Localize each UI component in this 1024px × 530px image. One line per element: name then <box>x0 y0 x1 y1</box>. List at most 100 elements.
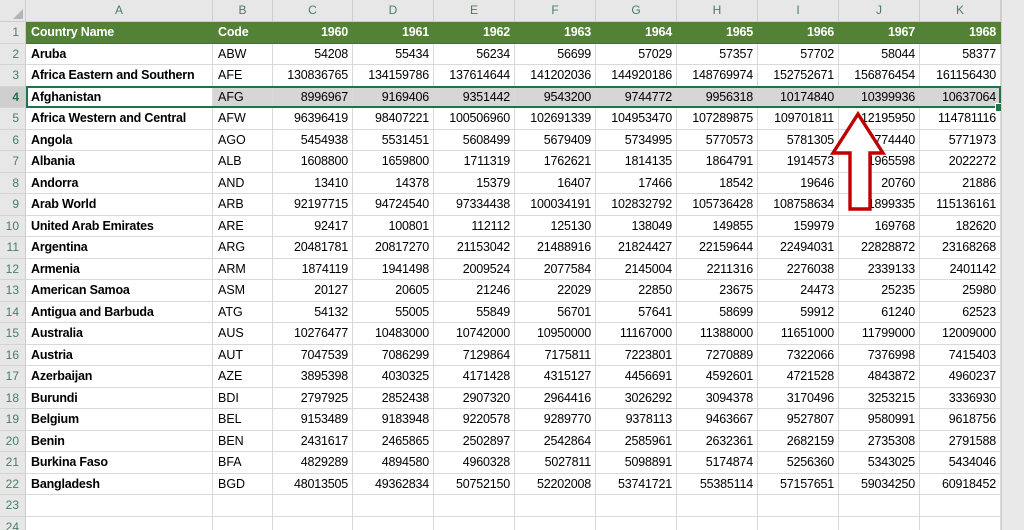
cell-value[interactable]: 1941498 <box>353 258 434 280</box>
cell-value[interactable]: 1762621 <box>515 151 596 173</box>
header-cell-year[interactable]: 1965 <box>677 22 758 44</box>
cell-value[interactable]: 11651000 <box>758 323 839 345</box>
cell-country-name[interactable]: American Samoa <box>26 280 213 302</box>
cell-value[interactable]: 20605 <box>353 280 434 302</box>
header-cell-year[interactable]: 1968 <box>920 22 1001 44</box>
cell-value[interactable]: 21824427 <box>596 237 677 259</box>
cell-value[interactable]: 2145004 <box>596 258 677 280</box>
header-cell-year[interactable]: 1964 <box>596 22 677 44</box>
cell-value[interactable]: 57641 <box>596 301 677 323</box>
header-cell-code[interactable]: Code <box>213 22 273 44</box>
cell-value[interactable]: 56699 <box>515 43 596 65</box>
cell-country-name[interactable]: Burkina Faso <box>26 452 213 474</box>
row-header-11[interactable]: 11 <box>0 237 26 259</box>
cell-value[interactable]: 100801 <box>353 215 434 237</box>
cell-value[interactable]: 9618756 <box>920 409 1001 431</box>
cell-value[interactable]: 7270889 <box>677 344 758 366</box>
cell-country-name[interactable]: Arab World <box>26 194 213 216</box>
cell-value[interactable]: 97334438 <box>434 194 515 216</box>
cell-empty[interactable] <box>839 495 920 517</box>
cell-value[interactable]: 58377 <box>920 43 1001 65</box>
cell-value[interactable]: 21153042 <box>434 237 515 259</box>
cell-value[interactable]: 11388000 <box>677 323 758 345</box>
cell-country-code[interactable]: AZE <box>213 366 273 388</box>
cell-value[interactable]: 115136161 <box>920 194 1001 216</box>
cell-value[interactable]: 60918452 <box>920 473 1001 495</box>
cell-value[interactable]: 109701811 <box>758 108 839 130</box>
cell-value[interactable]: 22850 <box>596 280 677 302</box>
cell-value[interactable]: 130836765 <box>273 65 353 87</box>
cell-empty[interactable] <box>515 495 596 517</box>
cell-value[interactable]: 57029 <box>596 43 677 65</box>
cell-value[interactable]: 5098891 <box>596 452 677 474</box>
cell-value[interactable]: 7322066 <box>758 344 839 366</box>
cell-value[interactable]: 21488916 <box>515 237 596 259</box>
cell-value[interactable]: 16407 <box>515 172 596 194</box>
column-header-I[interactable]: I <box>758 0 839 22</box>
cell-value[interactable]: 104953470 <box>596 108 677 130</box>
cell-value[interactable]: 2852438 <box>353 387 434 409</box>
cell-value[interactable]: 3895398 <box>273 366 353 388</box>
cell-value[interactable]: 12009000 <box>920 323 1001 345</box>
cell-value[interactable]: 114781116 <box>920 108 1001 130</box>
row-header-22[interactable]: 22 <box>0 473 26 495</box>
cell-country-code[interactable]: ARE <box>213 215 273 237</box>
cell-country-name[interactable]: Belgium <box>26 409 213 431</box>
cell-country-name[interactable]: Aruba <box>26 43 213 65</box>
cell-value[interactable]: 11799000 <box>839 323 920 345</box>
cell-country-name[interactable]: Africa Western and Central <box>26 108 213 130</box>
cell-value[interactable]: 9289770 <box>515 409 596 431</box>
cell-value[interactable]: 25235 <box>839 280 920 302</box>
cell-value[interactable]: 1608800 <box>273 151 353 173</box>
cell-country-code[interactable]: ABW <box>213 43 273 65</box>
cell-country-code[interactable]: AUT <box>213 344 273 366</box>
cell-value[interactable]: 22029 <box>515 280 596 302</box>
cell-value[interactable]: 102832792 <box>596 194 677 216</box>
row-header-23[interactable]: 23 <box>0 495 26 517</box>
header-cell-country-name[interactable]: Country Name <box>26 22 213 44</box>
row-header-8[interactable]: 8 <box>0 172 26 194</box>
column-header-H[interactable]: H <box>677 0 758 22</box>
cell-empty[interactable] <box>596 495 677 517</box>
cell-value[interactable]: 2502897 <box>434 430 515 452</box>
cell-value[interactable]: 2077584 <box>515 258 596 280</box>
cell-value[interactable]: 1965598 <box>839 151 920 173</box>
cell-empty[interactable] <box>677 495 758 517</box>
cell-value[interactable]: 15379 <box>434 172 515 194</box>
cell-country-name[interactable]: Antigua and Barbuda <box>26 301 213 323</box>
cell-value[interactable]: 9956318 <box>677 86 758 108</box>
cell-value[interactable]: 61240 <box>839 301 920 323</box>
row-header-5[interactable]: 5 <box>0 108 26 130</box>
column-header-C[interactable]: C <box>273 0 353 22</box>
column-header-F[interactable]: F <box>515 0 596 22</box>
column-header-K[interactable]: K <box>920 0 1001 22</box>
cell-country-code[interactable]: AND <box>213 172 273 194</box>
select-all-corner[interactable] <box>0 0 26 22</box>
cell-value[interactable]: 57157651 <box>758 473 839 495</box>
cell-value[interactable]: 3170496 <box>758 387 839 409</box>
cell-empty[interactable] <box>26 516 213 530</box>
cell-value[interactable]: 182620 <box>920 215 1001 237</box>
cell-country-code[interactable]: AFE <box>213 65 273 87</box>
row-header-10[interactable]: 10 <box>0 215 26 237</box>
row-header-1[interactable]: 1 <box>0 22 26 44</box>
header-cell-year[interactable]: 1960 <box>273 22 353 44</box>
cell-value[interactable]: 10483000 <box>353 323 434 345</box>
cell-value[interactable]: 108758634 <box>758 194 839 216</box>
cell-value[interactable]: 2276038 <box>758 258 839 280</box>
column-header-B[interactable]: B <box>213 0 273 22</box>
cell-value[interactable]: 57702 <box>758 43 839 65</box>
cell-value[interactable]: 2964416 <box>515 387 596 409</box>
cell-value[interactable]: 9169406 <box>353 86 434 108</box>
cell-value[interactable]: 2339133 <box>839 258 920 280</box>
row-header-18[interactable]: 18 <box>0 387 26 409</box>
cell-value[interactable]: 4894580 <box>353 452 434 474</box>
cell-value[interactable]: 156876454 <box>839 65 920 87</box>
cell-country-code[interactable]: BGD <box>213 473 273 495</box>
cell-value[interactable]: 58044 <box>839 43 920 65</box>
cell-country-code[interactable]: BEN <box>213 430 273 452</box>
cell-value[interactable]: 4843872 <box>839 366 920 388</box>
cell-value[interactable]: 2465865 <box>353 430 434 452</box>
row-header-12[interactable]: 12 <box>0 258 26 280</box>
cell-value[interactable]: 1711319 <box>434 151 515 173</box>
